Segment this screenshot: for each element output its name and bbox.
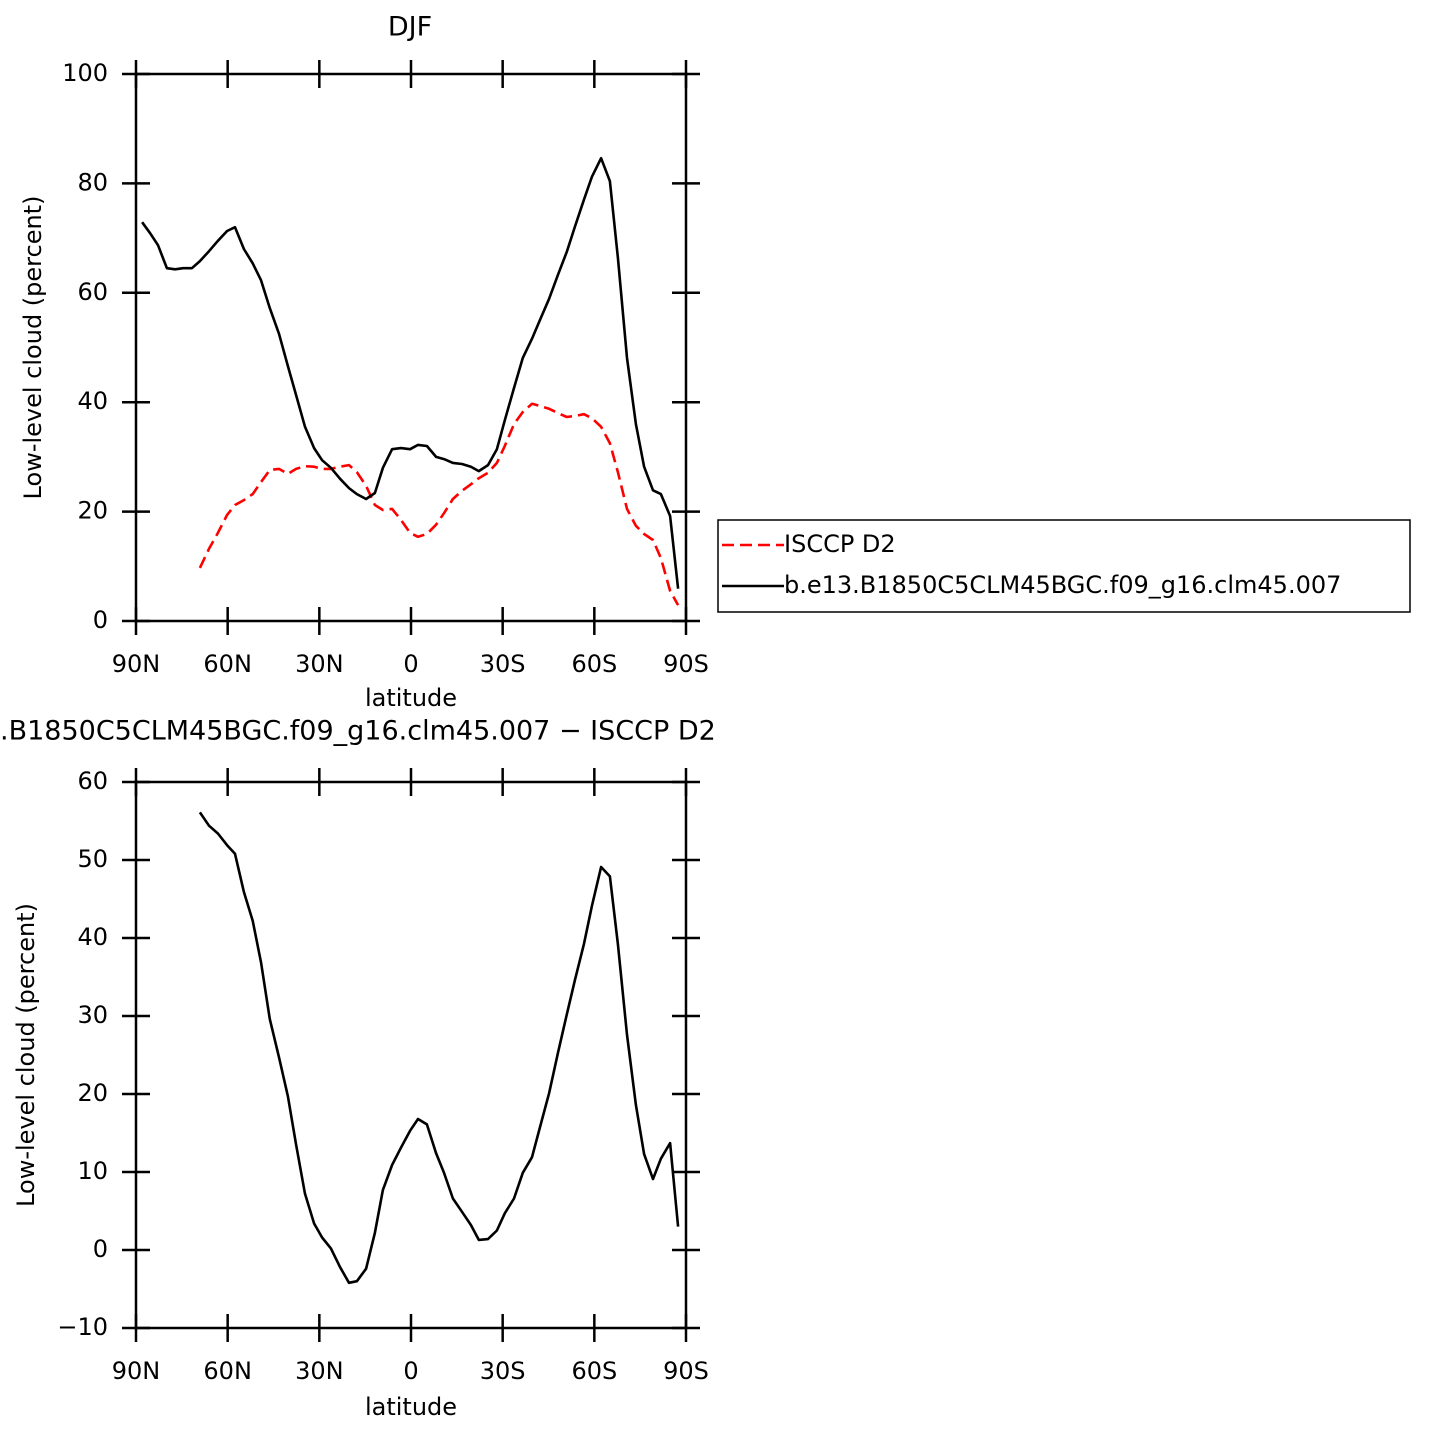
y-tick-label: 0 xyxy=(93,606,108,634)
y-tick-label: 40 xyxy=(77,923,108,951)
y-axis-title: Low-level cloud (percent) xyxy=(12,903,40,1207)
y-tick-label: 100 xyxy=(62,59,108,87)
y-tick-label: 20 xyxy=(77,497,108,525)
x-tick-label: 60N xyxy=(203,650,252,678)
x-tick-label: 90S xyxy=(663,650,709,678)
plot-frame xyxy=(134,780,688,1330)
x-tick-label: 60S xyxy=(571,1357,617,1385)
x-tick-label: 90N xyxy=(112,1357,161,1385)
x-tick-label: 0 xyxy=(403,1357,418,1385)
x-tick-label: 30S xyxy=(480,650,526,678)
x-tick-label: 60N xyxy=(203,1357,252,1385)
x-axis-title: latitude xyxy=(365,1393,457,1421)
y-tick-label: 80 xyxy=(77,168,108,196)
y-tick-label: 40 xyxy=(77,387,108,415)
x-tick-label: 90S xyxy=(663,1357,709,1385)
x-axis-title: latitude xyxy=(365,684,457,712)
y-tick-label: 30 xyxy=(77,1001,108,1029)
y-tick-label: 60 xyxy=(77,767,108,795)
plot-frame xyxy=(134,72,688,623)
y-tick-label: 10 xyxy=(77,1157,108,1185)
y-tick-label: 0 xyxy=(93,1235,108,1263)
x-tick-label: 0 xyxy=(403,650,418,678)
y-axis-title: Low-level cloud (percent) xyxy=(19,196,47,500)
data-line xyxy=(198,811,680,1285)
y-tick-label: 50 xyxy=(77,845,108,873)
legend-box xyxy=(717,519,1411,613)
legend-label: ISCCP D2 xyxy=(784,530,896,558)
legend-label: b.e13.B1850C5CLM45BGC.f09_g16.clm45.007 xyxy=(784,571,1341,599)
data-line xyxy=(198,402,680,606)
x-tick-label: 60S xyxy=(571,650,617,678)
y-tick-label: 20 xyxy=(77,1079,108,1107)
x-tick-label: 90N xyxy=(112,650,161,678)
y-tick-label: −10 xyxy=(57,1313,108,1341)
y-tick-label: 60 xyxy=(77,278,108,306)
data-line xyxy=(141,156,680,589)
x-tick-label: 30N xyxy=(295,1357,344,1385)
x-tick-label: 30N xyxy=(295,650,344,678)
chart-title: DJF xyxy=(388,12,432,43)
chart-title: .B1850C5CLM45BGC.f09_g16.clm45.007 − ISC… xyxy=(0,716,716,747)
x-tick-label: 30S xyxy=(480,1357,526,1385)
